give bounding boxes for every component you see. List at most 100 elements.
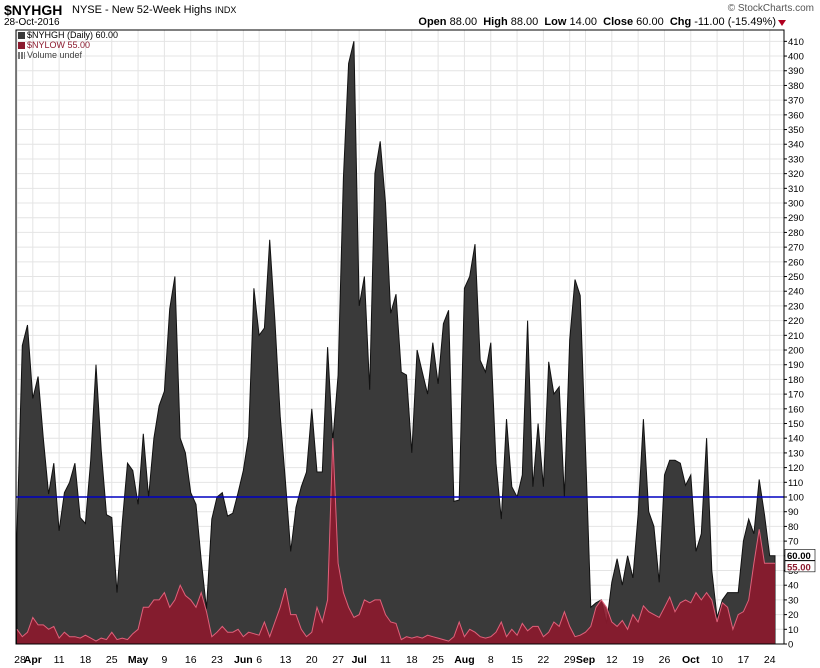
- close-label: Close: [603, 16, 634, 28]
- x-tick-label: 8: [488, 654, 494, 666]
- x-tick-label: 19: [632, 654, 644, 666]
- high-value: 88.00: [510, 16, 539, 28]
- exchange-code: INDX: [214, 5, 237, 15]
- chart-date: 28-Oct-2016: [4, 17, 60, 28]
- x-tick-label: 25: [432, 654, 444, 666]
- y-tick-label: 330: [788, 154, 804, 165]
- nylow-area: [17, 438, 775, 644]
- down-arrow-icon: [778, 20, 786, 26]
- last-value-nylow-text: 55.00: [787, 562, 811, 573]
- x-tick-label: 26: [659, 654, 671, 666]
- y-tick-label: 280: [788, 228, 804, 239]
- x-tick-label: 22: [538, 654, 550, 666]
- x-tick-label: 28: [14, 654, 26, 666]
- legend-label-volume: Volume undef: [27, 50, 83, 60]
- y-tick-label: 150: [788, 419, 804, 430]
- symbol-description: NYSE - New 52-Week Highs INDX: [72, 4, 236, 16]
- legend-label-nyhgh: $NYHGH (Daily) 60.00: [27, 30, 119, 40]
- x-tick-label: Aug: [454, 654, 474, 666]
- last-value-nyhgh-text: 60.00: [787, 551, 811, 562]
- ohlc-summary: Open 88.00 High 88.00 Low 14.00 Close 60…: [418, 16, 776, 28]
- y-tick-label: 20: [788, 610, 799, 621]
- x-tick-label: May: [128, 654, 149, 666]
- y-tick-label: 250: [788, 272, 804, 283]
- x-tick-label: 10: [711, 654, 723, 666]
- y-tick-label: 260: [788, 257, 804, 268]
- high-label: High: [483, 16, 508, 28]
- last-value-nyhgh-box: [784, 549, 816, 561]
- y-tick-label: 300: [788, 199, 804, 210]
- y-tick-label: 70: [788, 537, 799, 548]
- x-tick-label: Jul: [352, 654, 367, 666]
- chg-value: -11.00 (-15.49%): [694, 16, 776, 28]
- y-tick-label: 140: [788, 434, 804, 445]
- x-tick-label: Oct: [682, 654, 700, 666]
- y-tick-label: 240: [788, 287, 804, 298]
- y-tick-label: 120: [788, 463, 804, 474]
- open-label: Open: [418, 16, 447, 28]
- y-tick-label: 370: [788, 96, 804, 107]
- x-tick-label: 11: [54, 654, 65, 666]
- x-tick-label: Apr: [24, 654, 42, 666]
- y-tick-label: 320: [788, 169, 804, 180]
- y-tick-label: 170: [788, 390, 804, 401]
- area-swatch-icon: [18, 41, 25, 49]
- low-value: 14.00: [569, 16, 597, 28]
- y-tick-label: 390: [788, 66, 804, 77]
- nylow-line: [16, 438, 775, 642]
- x-tick-label: 23: [211, 654, 223, 666]
- x-tick-label: 18: [80, 654, 92, 666]
- x-tick-label: 13: [280, 654, 292, 666]
- y-tick-label: 40: [788, 581, 799, 592]
- chart-header: $NYHGH NYSE - New 52-Week Highs INDX 28-…: [0, 0, 820, 30]
- chart-legend: $NYHGH (Daily) 60.00 $NYLOW 55.00 Volume…: [18, 30, 118, 60]
- y-tick-label: 210: [788, 331, 804, 342]
- y-tick-label: 230: [788, 301, 804, 312]
- y-tick-label: 90: [788, 507, 799, 518]
- x-tick-label: 18: [406, 654, 418, 666]
- description-text: NYSE - New 52-Week Highs: [72, 4, 212, 16]
- x-tick-label: 29: [564, 654, 576, 666]
- y-tick-label: 290: [788, 213, 804, 224]
- open-value: 88.00: [449, 16, 478, 28]
- y-tick-label: 0: [788, 640, 793, 651]
- volume-bars-icon: [18, 51, 25, 59]
- x-tick-label: 12: [606, 654, 618, 666]
- nyhgh-area: [16, 41, 776, 645]
- y-tick-label: 30: [788, 595, 799, 606]
- y-tick-label: 200: [788, 346, 804, 357]
- brand-watermark: © StockCharts.com: [727, 3, 814, 14]
- y-tick-label: 360: [788, 110, 804, 121]
- chg-label: Chg: [669, 16, 692, 28]
- y-tick-label: 270: [788, 243, 804, 254]
- x-tick-label: 20: [306, 654, 318, 666]
- y-tick-label: 310: [788, 184, 804, 195]
- legend-item-volume: Volume undef: [18, 50, 118, 60]
- x-tick-label: 27: [332, 654, 344, 666]
- legend-item-nyhgh: $NYHGH (Daily) 60.00: [18, 30, 118, 40]
- y-tick-label: 180: [788, 375, 804, 386]
- x-tick-label: 17: [738, 654, 750, 666]
- y-tick-label: 130: [788, 448, 804, 459]
- x-tick-label: Sep: [576, 654, 595, 666]
- y-tick-label: 400: [788, 52, 804, 63]
- y-tick-label: 160: [788, 404, 804, 415]
- y-tick-label: 100: [788, 493, 804, 504]
- y-tick-label: 80: [788, 522, 799, 533]
- symbol-title: $NYHGH: [4, 2, 63, 18]
- x-tick-label: 6: [256, 654, 262, 666]
- x-tick-label: 24: [764, 654, 776, 666]
- y-tick-label: 410: [788, 37, 804, 48]
- y-axis: 0102030405060708090100110120130140150160…: [784, 37, 804, 651]
- x-tick-label: Jun: [234, 654, 253, 666]
- y-tick-label: 350: [788, 125, 804, 136]
- x-tick-label: 9: [161, 654, 167, 666]
- close-value: 60.00: [636, 16, 664, 28]
- plot-border: [15, 29, 785, 645]
- y-tick-label: 340: [788, 140, 804, 151]
- y-tick-label: 380: [788, 81, 804, 92]
- legend-label-nylow: $NYLOW 55.00: [27, 40, 91, 50]
